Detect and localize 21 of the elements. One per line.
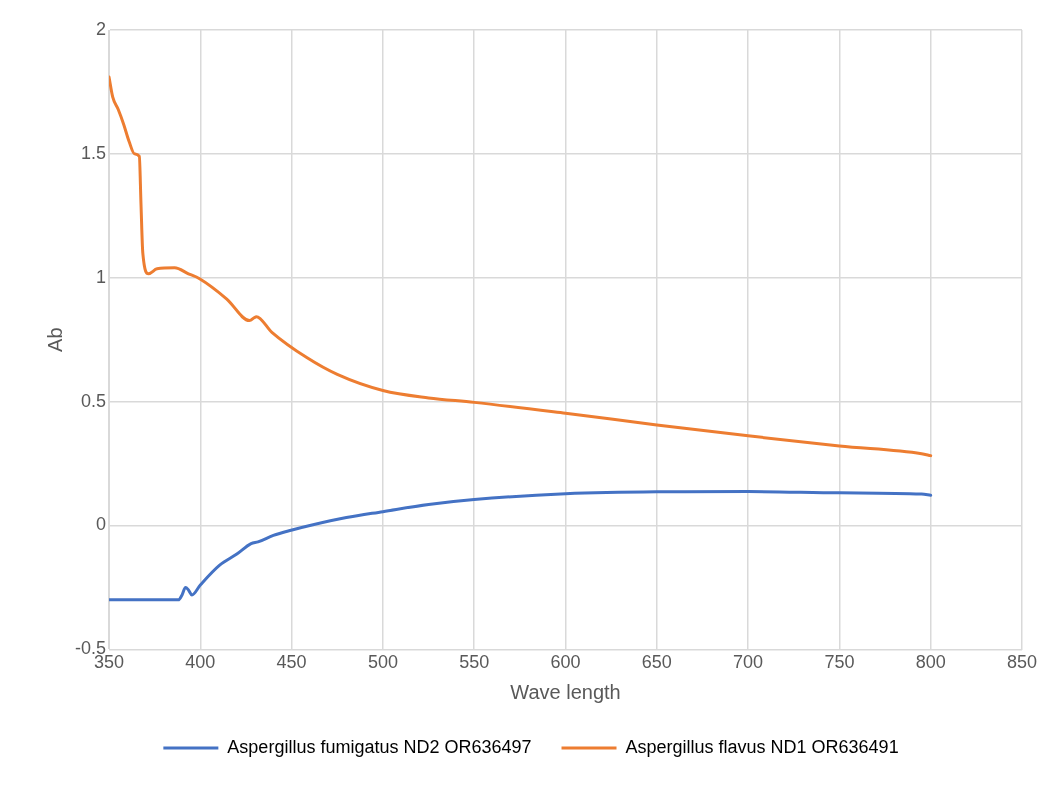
x-tick-label: 400 <box>185 652 216 673</box>
x-tick-label: 800 <box>915 652 946 673</box>
line-series <box>109 490 933 602</box>
y-tick-label: 0.5 <box>80 390 107 411</box>
x-tick-label: 500 <box>367 652 398 673</box>
x-tick-label: 600 <box>550 652 581 673</box>
line-series <box>109 75 933 458</box>
x-axis-title: Wave length <box>510 680 621 703</box>
x-tick-label: 700 <box>733 652 764 673</box>
legend-label: Aspergillus fumigatus ND2 OR636497 <box>227 736 532 757</box>
x-tick-label: 650 <box>641 652 672 673</box>
x-tick-label: 550 <box>459 652 490 673</box>
legend-label: Aspergillus flavus ND1 OR636491 <box>625 736 899 757</box>
y-axis-title: Ab <box>43 327 66 352</box>
y-tick-label: 1.5 <box>80 142 107 163</box>
y-tick-label: 0 <box>96 514 107 535</box>
x-tick-label: 750 <box>824 652 855 673</box>
x-tick-label: 850 <box>1006 652 1038 673</box>
y-tick-label: 1 <box>96 266 107 287</box>
x-tick-label: 450 <box>276 652 307 673</box>
y-tick-label: 2 <box>96 18 107 39</box>
